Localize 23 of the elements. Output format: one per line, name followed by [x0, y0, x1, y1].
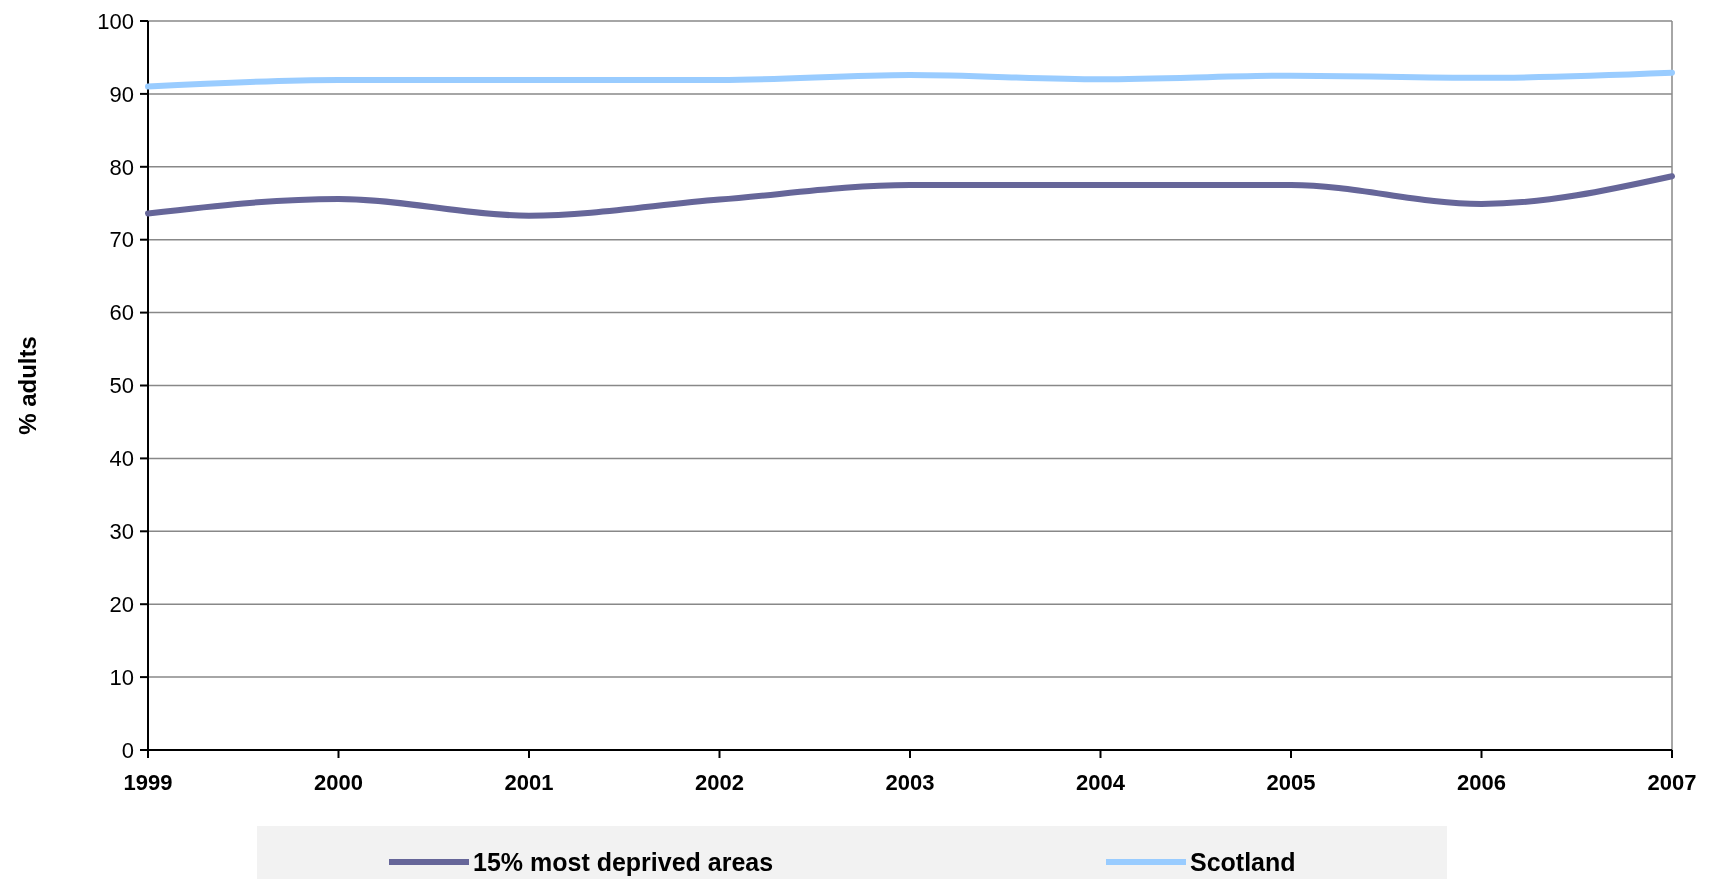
y-tick-label: 100	[97, 8, 134, 34]
y-tick-label: 50	[109, 373, 134, 399]
x-tick-label: 2001	[504, 770, 554, 795]
y-tick-label: 10	[109, 664, 134, 690]
x-tick-label: 1999	[123, 770, 173, 795]
x-tick-label: 2006	[1457, 770, 1506, 795]
y-tick-label: 80	[109, 154, 134, 180]
x-tick-label: 2004	[1076, 770, 1126, 795]
y-tick-label: 90	[109, 81, 134, 107]
y-tick-label: 0	[121, 737, 134, 763]
y-tick-label: 60	[109, 300, 134, 326]
x-tick-label: 2002	[695, 770, 744, 795]
y-tick-label: 20	[109, 591, 134, 617]
legend-label: Scotland	[1190, 847, 1296, 876]
x-tick-label: 2005	[1266, 770, 1316, 795]
legend-label: 15% most deprived areas	[473, 847, 774, 876]
x-tick-label: 2000	[314, 770, 363, 795]
y-tick-label: 30	[109, 519, 134, 544]
y-tick-label: 40	[109, 446, 134, 472]
y-tick-label: 70	[109, 227, 134, 253]
x-tick-label: 2007	[1647, 770, 1697, 795]
x-tick-label: 2003	[885, 770, 935, 795]
y-axis-title: % adults	[14, 336, 41, 435]
